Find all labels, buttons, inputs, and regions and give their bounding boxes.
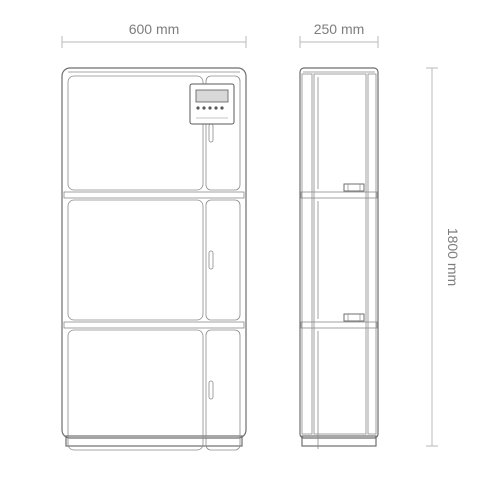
display-button-4	[220, 106, 223, 109]
side-back-strip	[302, 74, 312, 434]
front-seg-1-panel-left	[68, 200, 203, 320]
side-bracket-0	[344, 184, 364, 191]
front-seg-1-handle	[209, 251, 213, 269]
side-front-strip	[368, 74, 376, 434]
front-divider-1	[64, 322, 244, 328]
display-button-1	[202, 106, 205, 109]
display-panel	[190, 84, 234, 124]
front-divider-0	[64, 192, 244, 198]
front-seg-1-panel-right	[206, 200, 240, 320]
dim-depth-label: 250 mm	[314, 21, 365, 37]
front-seg-0-handle	[209, 124, 213, 142]
front-seg-2-panel-right	[206, 330, 240, 450]
display-screen	[196, 90, 228, 102]
display-button-2	[208, 106, 211, 109]
display-button-0	[196, 106, 199, 109]
side-view	[300, 68, 378, 449]
front-seg-2-panel-left	[68, 330, 203, 450]
dim-height-label: 1800 mm	[445, 228, 461, 286]
side-mid	[314, 74, 366, 434]
front-view	[62, 68, 246, 450]
display-button-3	[214, 106, 217, 109]
dimension-drawing: 600 mm 250 mm 1800 mm	[0, 0, 500, 500]
dim-width-label: 600 mm	[129, 21, 180, 37]
front-seg-0-panel-left	[68, 76, 203, 190]
front-seg-2-handle	[209, 381, 213, 399]
side-bracket-1	[344, 314, 364, 321]
